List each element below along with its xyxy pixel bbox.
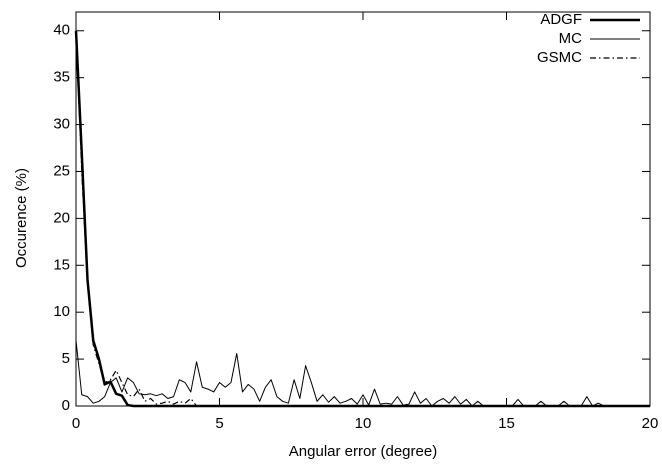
y-tick-label: 0 — [62, 397, 70, 414]
y-tick-label: 30 — [53, 116, 70, 133]
legend-label: GSMC — [537, 49, 582, 66]
y-tick-label: 25 — [53, 162, 70, 179]
legend-label: ADGF — [540, 11, 582, 28]
plot-frame — [75, 11, 651, 407]
series-line — [75, 340, 650, 407]
y-tick-label: 15 — [53, 256, 70, 273]
y-tick-label: 40 — [53, 22, 70, 39]
series-line — [74, 30, 650, 408]
x-axis-label: Angular error (degree) — [289, 443, 437, 460]
y-tick-label: 5 — [62, 350, 70, 367]
x-tick-label: 15 — [498, 415, 515, 432]
x-tick-label: 20 — [642, 415, 659, 432]
y-tick-label: 35 — [53, 69, 70, 86]
y-tick-label: 20 — [53, 209, 70, 226]
legend-label: MC — [559, 30, 582, 47]
y-tick-label: 10 — [53, 303, 70, 320]
x-tick-label: 5 — [215, 415, 223, 432]
y-axis-label: Occurence (%) — [13, 168, 30, 268]
x-tick-label: 10 — [355, 415, 372, 432]
x-tick-label: 0 — [72, 415, 80, 432]
series-line — [75, 30, 650, 407]
